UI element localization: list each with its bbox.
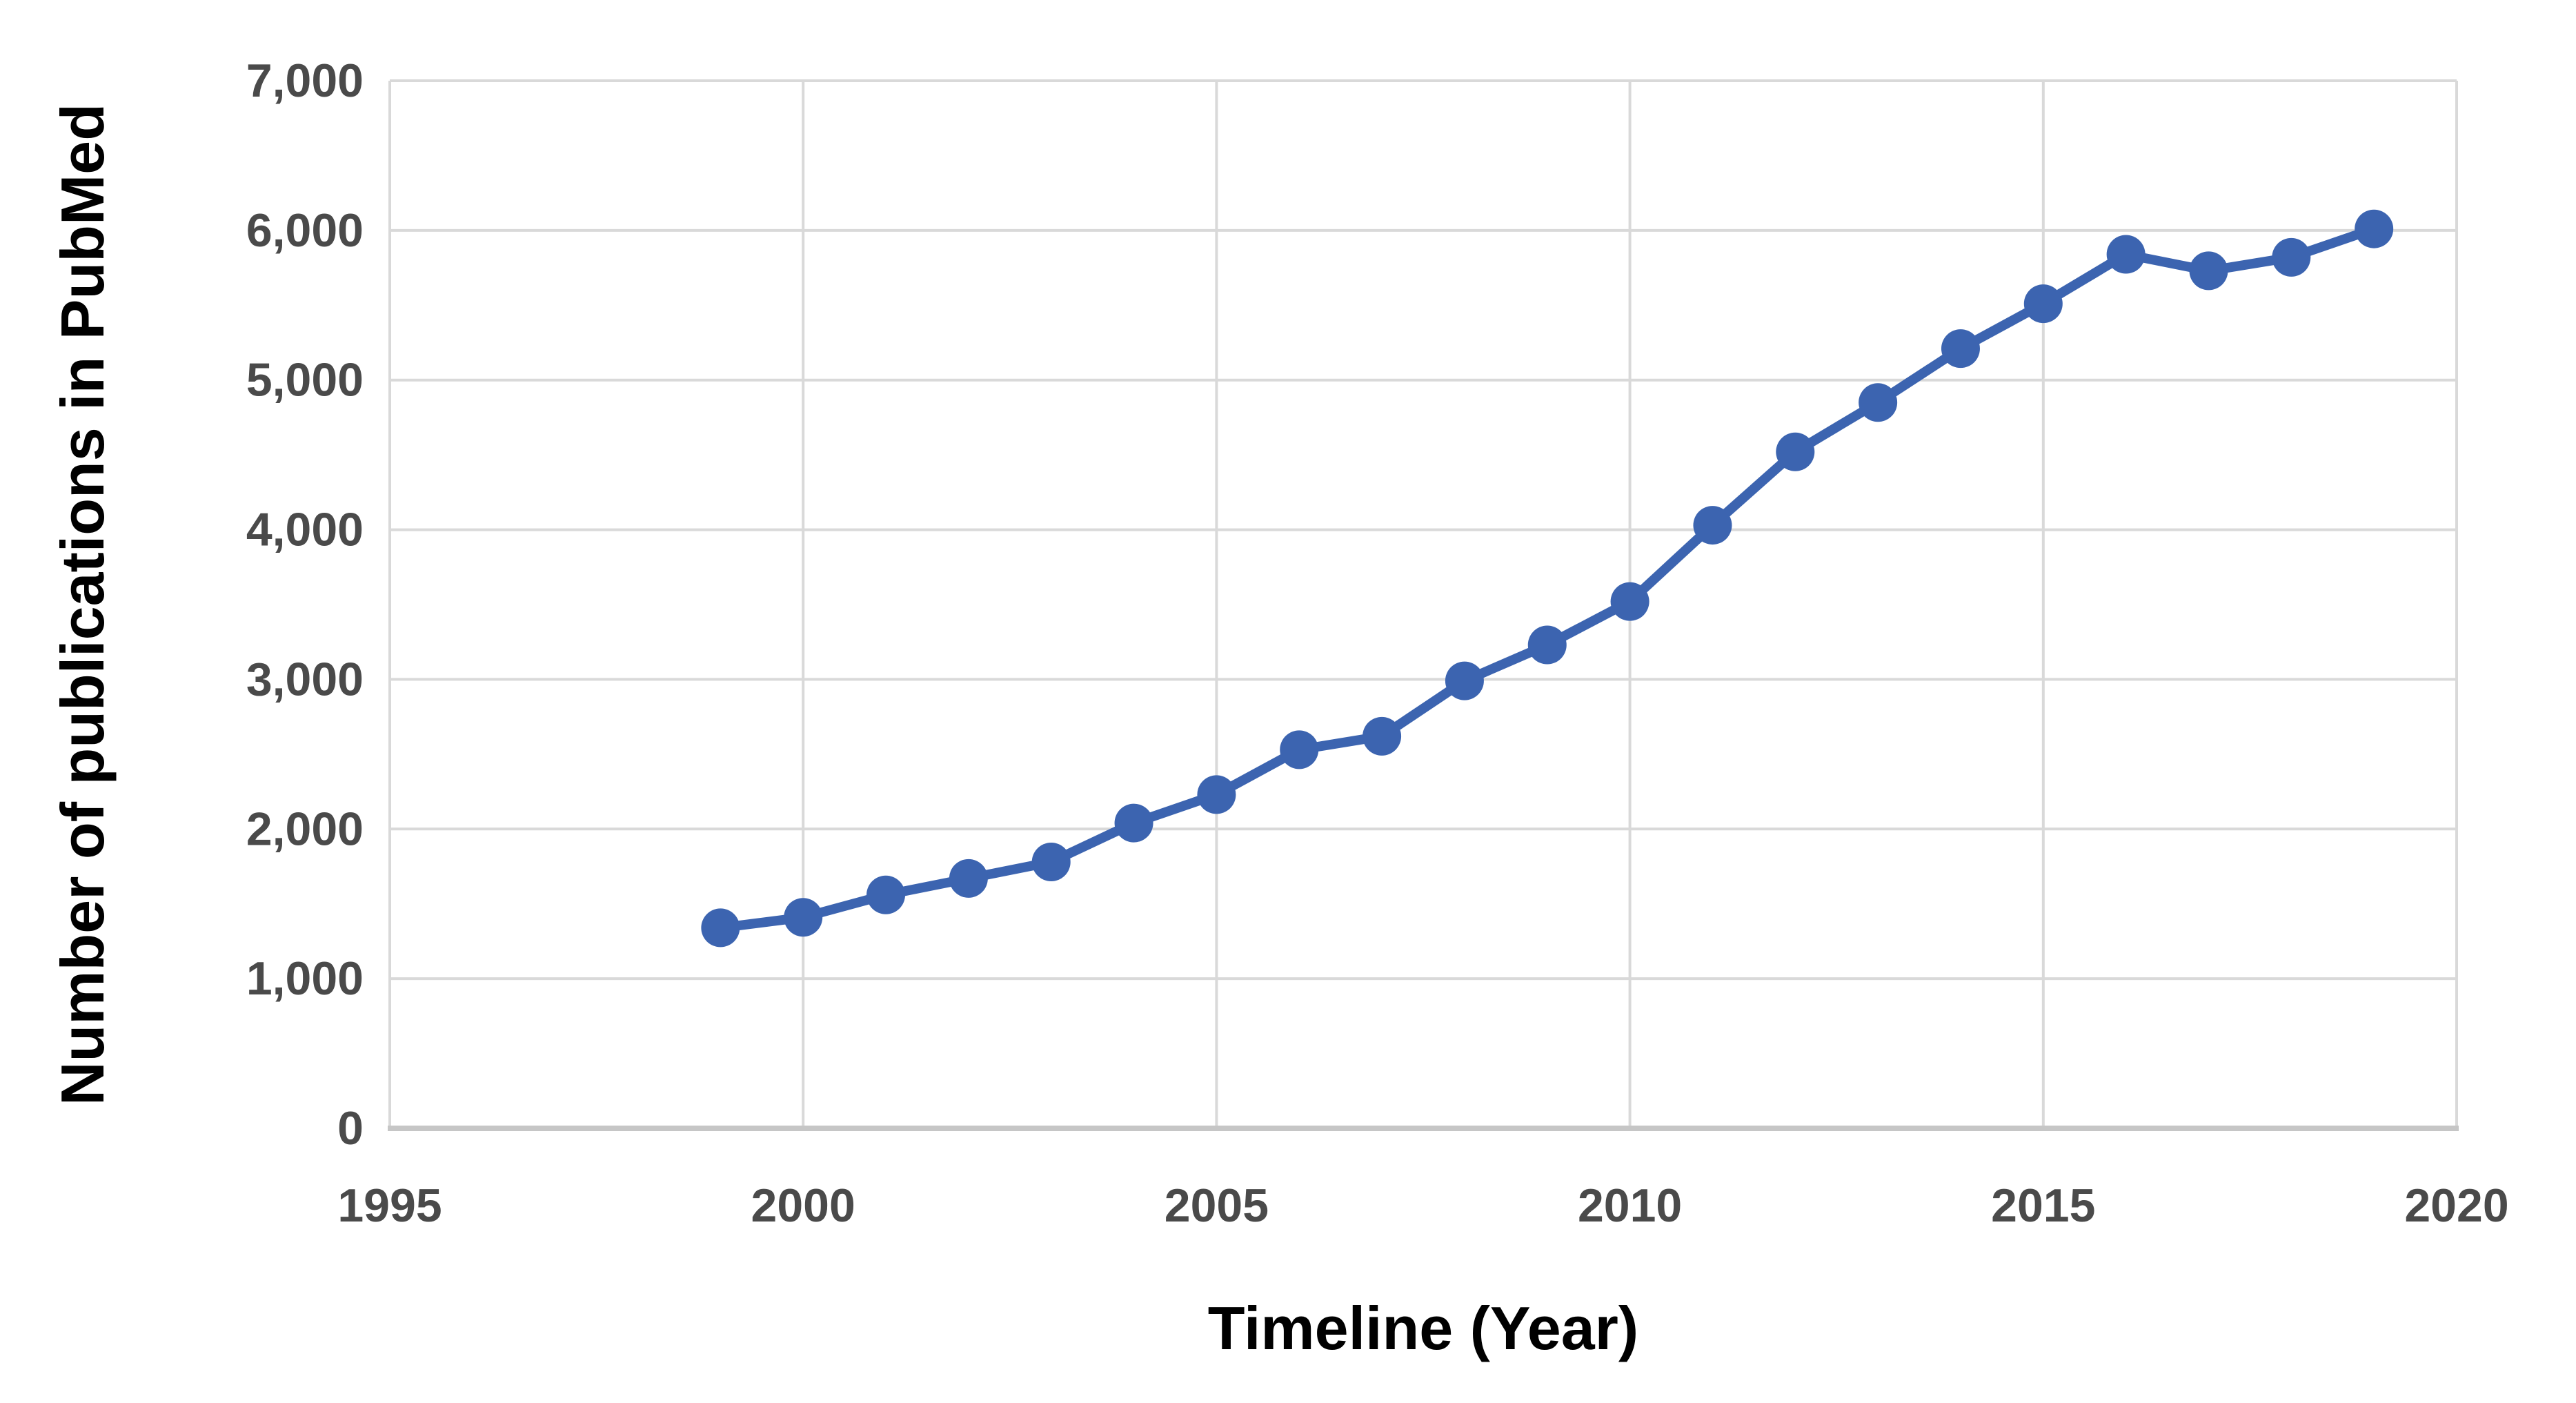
- y-tick-label: 0: [337, 1102, 364, 1155]
- y-tick-label: 5,000: [246, 354, 364, 406]
- y-tick-label: 4,000: [246, 504, 364, 556]
- data-point-2008: [1445, 661, 1484, 700]
- x-tick-label: 2020: [2404, 1179, 2508, 1232]
- data-point-2016: [2106, 235, 2146, 274]
- x-tick-label: 2010: [1578, 1179, 1682, 1232]
- data-point-2003: [1031, 842, 1071, 881]
- y-tick-label: 2,000: [246, 803, 364, 855]
- data-point-2017: [2189, 251, 2228, 291]
- data-series: [701, 209, 2394, 948]
- data-point-2005: [1197, 775, 1236, 814]
- data-point-2012: [1776, 432, 1815, 471]
- data-point-2000: [784, 898, 823, 937]
- x-axis-title: Timeline (Year): [1208, 1294, 1638, 1362]
- data-point-2011: [1693, 506, 1732, 545]
- y-axis-title: Number of publications in PubMed: [48, 104, 117, 1106]
- data-point-2007: [1363, 716, 1402, 756]
- gridlines: [388, 79, 2458, 1128]
- x-tick-label: 2015: [1991, 1179, 2095, 1232]
- data-point-2015: [2023, 284, 2063, 324]
- data-point-2004: [1114, 803, 1153, 843]
- y-tick-label: 7,000: [246, 55, 364, 107]
- x-tick-label: 2000: [751, 1179, 855, 1232]
- data-point-2001: [866, 875, 906, 914]
- data-point-2002: [949, 859, 988, 898]
- data-point-2018: [2272, 237, 2311, 277]
- x-tick-label: 2005: [1165, 1179, 1269, 1232]
- data-point-1999: [701, 908, 740, 948]
- data-point-2019: [2355, 209, 2394, 248]
- y-tick-label: 6,000: [246, 204, 364, 257]
- x-tick-label: 1995: [337, 1179, 442, 1232]
- data-point-2013: [1859, 383, 1898, 422]
- data-point-2010: [1610, 582, 1649, 621]
- data-point-2009: [1527, 625, 1567, 665]
- y-tick-label: 3,000: [246, 653, 364, 705]
- tick-labels: 0 1,000 2,000 3,000 4,000 5,000 6,000 7,000 1995…: [246, 55, 2509, 1232]
- data-point-2014: [1941, 329, 1980, 369]
- data-point-2006: [1280, 730, 1319, 769]
- y-tick-label: 1,000: [246, 952, 364, 1005]
- series-line: [715, 224, 2379, 933]
